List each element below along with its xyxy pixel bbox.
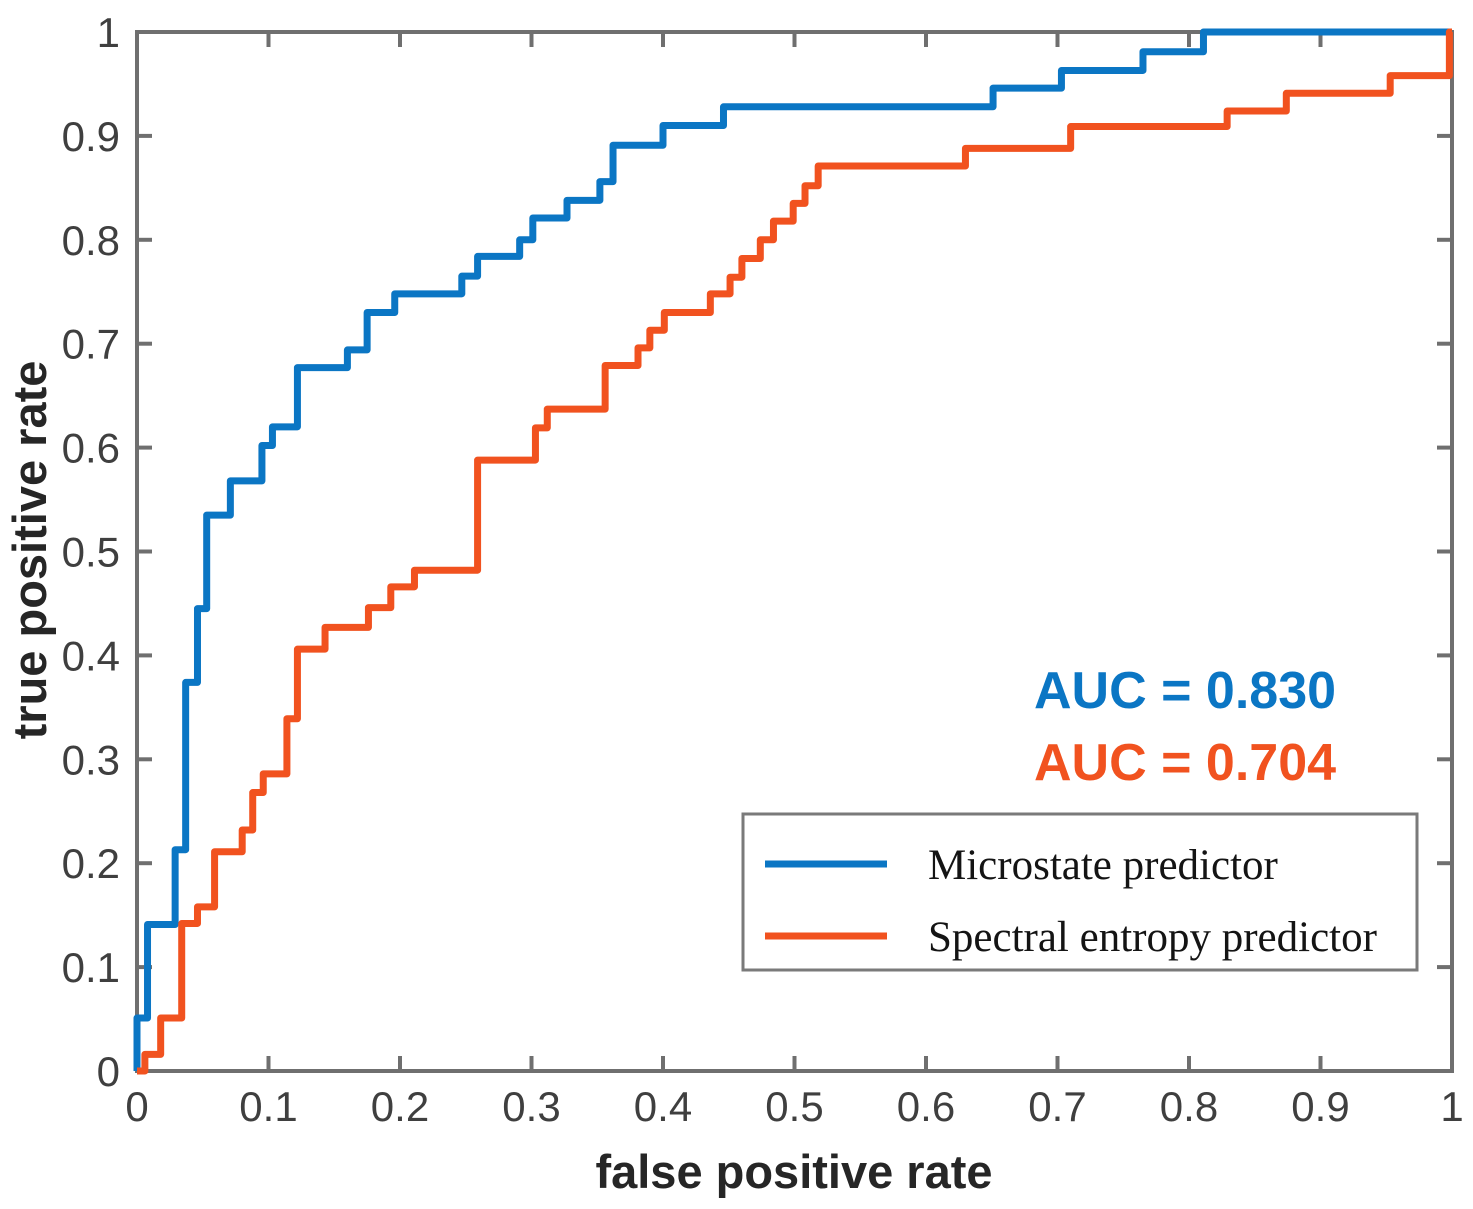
y-tick-label: 0.8: [62, 217, 120, 264]
x-tick-label: 1: [1440, 1083, 1463, 1130]
x-tick-label: 0.7: [1028, 1083, 1086, 1130]
x-tick-label: 0: [125, 1083, 148, 1130]
x-tick-label: 0.3: [502, 1083, 560, 1130]
roc-curves-group: [133, 28, 1453, 1075]
y-tick-label: 0.9: [62, 113, 120, 160]
legend-label-spectral-entropy: Spectral entropy predictor: [928, 914, 1377, 961]
x-tick-label: 0.8: [1160, 1083, 1218, 1130]
y-tick-label: 0: [97, 1048, 120, 1095]
curve-microstate-predictor: [133, 28, 1452, 1071]
legend: Microstate predictor Spectral entropy pr…: [741, 812, 1419, 972]
x-tick-label: 0.6: [897, 1083, 955, 1130]
y-tick-label: 0.2: [62, 840, 120, 887]
y-tick-label: 0.1: [62, 944, 120, 991]
x-tick-label: 0.1: [239, 1083, 297, 1130]
legend-box: [741, 812, 1419, 972]
x-tick-label: 0.2: [371, 1083, 429, 1130]
plot-area-border: [135, 30, 1454, 1073]
x-tick-label: 0.9: [1291, 1083, 1349, 1130]
legend-label-microstate: Microstate predictor: [928, 842, 1278, 889]
x-tick-label: 0.5: [765, 1083, 823, 1130]
y-axis-label: true positive rate: [3, 361, 56, 740]
x-tick-label: 0.4: [634, 1083, 692, 1130]
y-tick-label: 0.7: [62, 321, 120, 368]
y-tick-label: 0.3: [62, 736, 120, 783]
y-tick-label: 1: [97, 9, 120, 56]
y-tick-label: 0.5: [62, 529, 120, 576]
axis-tick-labels-group: 0 0.1 0.2 0.3 0.4 0.5 0.6 0.7 0.8 0.9 1 0 0.1 0.2 0.3 0…: [62, 9, 1464, 1130]
x-axis-label: false positive rate: [595, 1145, 992, 1198]
y-tick-label: 0.6: [62, 425, 120, 472]
y-tick-label: 0.4: [62, 632, 120, 679]
auc-annotation-microstate: AUC = 0.830: [1034, 662, 1336, 720]
curve-spectral-entropy-predictor: [137, 28, 1453, 1075]
auc-annotation-spectral-entropy: AUC = 0.704: [1034, 734, 1336, 792]
